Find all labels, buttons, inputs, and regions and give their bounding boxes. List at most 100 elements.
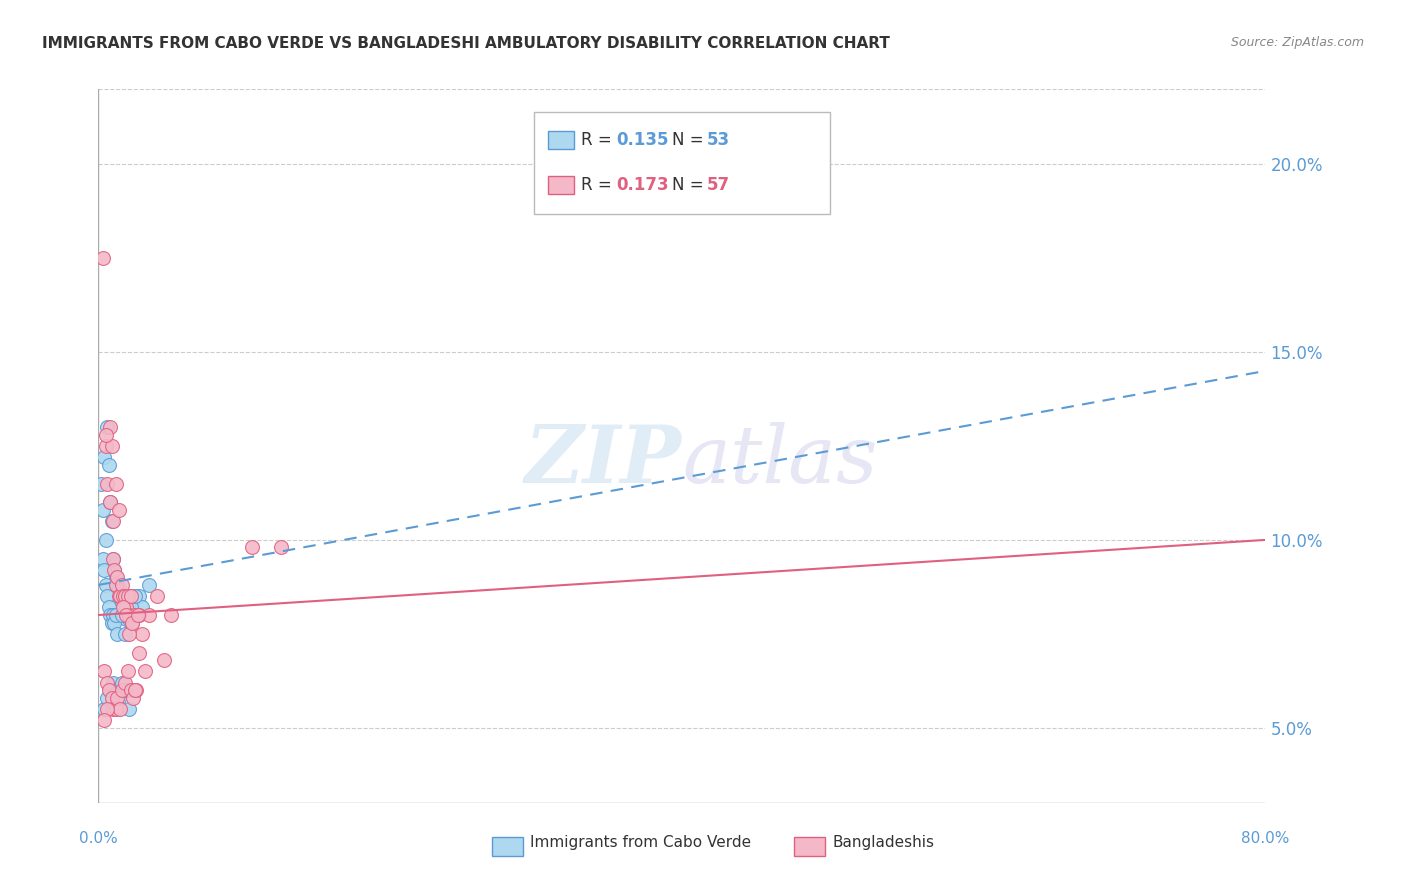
Point [93,665,115,679]
Point [93,450,115,465]
Text: atlas: atlas [682,422,877,499]
Point [103,563,125,577]
Point [96,690,118,705]
Point [96,702,118,716]
Point [98,420,121,434]
Point [91,503,114,517]
Text: 0.0%: 0.0% [79,831,118,846]
Point [112,600,135,615]
Point [240,541,263,555]
Point [124,589,146,603]
Point [105,627,128,641]
Point [128,607,150,622]
Point [100,690,122,705]
Point [118,627,141,641]
Point [108,582,131,596]
Point [124,683,146,698]
Text: IMMIGRANTS FROM CABO VERDE VS BANGLADESHI AMBULATORY DISABILITY CORRELATION CHAR: IMMIGRANTS FROM CABO VERDE VS BANGLADESH… [42,36,890,51]
Point [101,675,124,690]
Point [97,458,120,472]
Point [111,675,134,690]
Point [270,541,292,555]
Point [104,578,127,592]
Point [105,690,128,705]
Point [118,607,141,622]
Point [131,600,153,615]
Point [115,607,138,622]
Point [160,607,183,622]
Text: 53: 53 [707,131,730,149]
Point [111,607,134,622]
Point [101,551,124,566]
Point [117,589,139,603]
Point [115,600,138,615]
Point [91,551,114,566]
Point [110,702,132,716]
Point [121,600,143,615]
Point [128,589,150,603]
Point [104,683,127,698]
Point [103,615,125,630]
Point [120,589,142,603]
Point [96,589,118,603]
Point [108,589,131,603]
Point [108,503,131,517]
Point [121,615,143,630]
Point [110,589,132,603]
Point [101,514,124,528]
Point [105,578,128,592]
Point [114,589,136,603]
Point [91,251,114,265]
Point [93,713,115,727]
Point [100,514,122,528]
Point [108,690,131,705]
Point [118,702,141,716]
Text: 0.135: 0.135 [616,131,668,149]
Point [94,533,117,547]
Point [153,653,176,667]
Point [100,615,122,630]
Point [97,683,120,698]
Point [110,589,132,603]
Text: ZIP: ZIP [524,422,682,499]
Text: R =: R = [581,177,617,194]
Point [100,439,122,453]
Point [94,578,117,592]
Point [98,607,121,622]
Point [101,702,124,716]
Point [146,589,169,603]
Point [96,420,118,434]
Point [118,612,141,626]
Point [104,476,127,491]
Point [114,683,136,698]
Point [101,551,124,566]
Point [93,563,115,577]
Point [98,495,121,509]
Point [96,476,118,491]
Point [103,563,125,577]
Text: Immigrants from Cabo Verde: Immigrants from Cabo Verde [530,836,751,850]
Point [98,683,121,698]
Point [110,589,132,603]
Point [93,702,115,716]
Point [120,600,142,615]
Text: 57: 57 [707,177,730,194]
Point [111,597,134,611]
Point [120,683,142,698]
Point [114,607,136,622]
Point [117,665,139,679]
Point [111,683,134,698]
Point [131,627,153,641]
Point [122,690,145,705]
Point [94,427,117,442]
Point [117,607,139,622]
Point [124,607,146,622]
Point [138,578,160,592]
Point [114,627,136,641]
Text: R =: R = [581,131,617,149]
Text: Bangladeshis: Bangladeshis [832,836,935,850]
Point [138,607,160,622]
Point [121,615,143,630]
Text: Source: ZipAtlas.com: Source: ZipAtlas.com [1230,36,1364,49]
Point [114,675,136,690]
